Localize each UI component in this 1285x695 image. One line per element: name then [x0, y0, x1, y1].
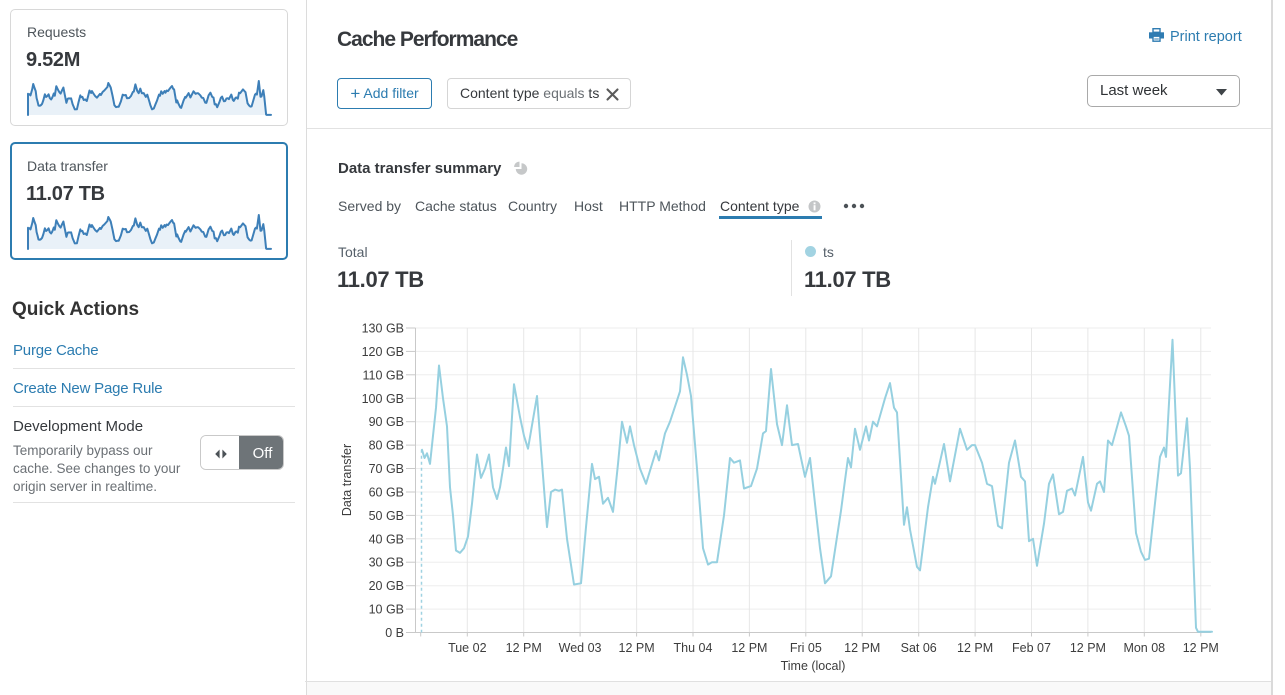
svg-text:20 GB: 20 GB: [369, 579, 404, 593]
svg-text:Tue 02: Tue 02: [448, 641, 487, 655]
svg-text:90 GB: 90 GB: [369, 415, 404, 429]
svg-text:70 GB: 70 GB: [369, 462, 404, 476]
svg-text:Data transfer: Data transfer: [340, 444, 354, 516]
svg-text:30 GB: 30 GB: [369, 556, 404, 570]
svg-text:110 GB: 110 GB: [363, 368, 404, 382]
svg-text:80 GB: 80 GB: [369, 439, 404, 453]
svg-text:0 B: 0 B: [385, 626, 404, 640]
svg-text:Time (local): Time (local): [781, 659, 846, 673]
svg-text:130 GB: 130 GB: [362, 322, 404, 336]
svg-text:120 GB: 120 GB: [362, 345, 404, 359]
svg-text:12 PM: 12 PM: [957, 641, 993, 655]
svg-text:50 GB: 50 GB: [369, 509, 404, 523]
svg-text:Wed 03: Wed 03: [559, 641, 602, 655]
svg-text:12 PM: 12 PM: [844, 641, 880, 655]
svg-text:Feb 07: Feb 07: [1012, 641, 1051, 655]
svg-text:12 PM: 12 PM: [619, 641, 655, 655]
svg-text:12 PM: 12 PM: [731, 641, 767, 655]
svg-text:12 PM: 12 PM: [1183, 641, 1219, 655]
svg-text:Sat 06: Sat 06: [901, 641, 937, 655]
svg-text:Thu 04: Thu 04: [674, 641, 713, 655]
svg-text:10 GB: 10 GB: [369, 603, 404, 617]
svg-text:40 GB: 40 GB: [369, 532, 404, 546]
svg-text:12 PM: 12 PM: [1070, 641, 1106, 655]
svg-text:Fri 05: Fri 05: [790, 641, 822, 655]
svg-text:12 PM: 12 PM: [506, 641, 542, 655]
svg-text:Mon 08: Mon 08: [1123, 641, 1165, 655]
svg-text:60 GB: 60 GB: [369, 486, 404, 500]
svg-text:100 GB: 100 GB: [362, 392, 404, 406]
